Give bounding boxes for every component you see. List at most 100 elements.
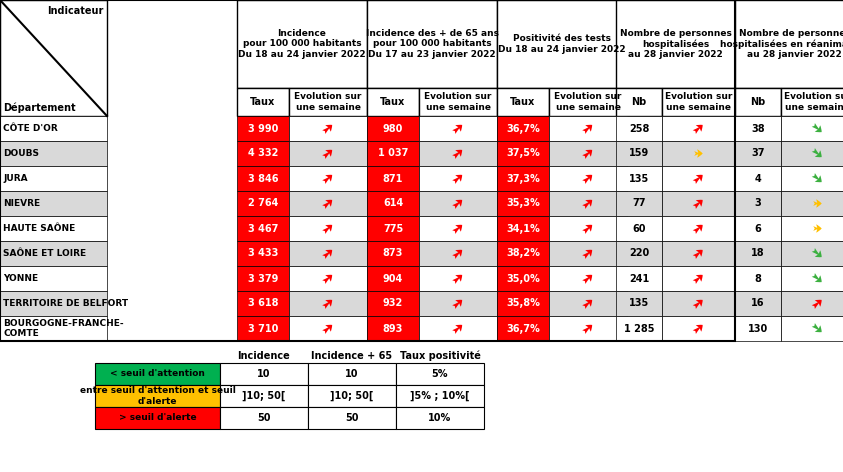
Bar (237, 291, 289, 316)
Bar (289, 291, 367, 316)
Bar (549, 266, 627, 291)
Text: 904: 904 (383, 273, 403, 284)
Text: Incidence: Incidence (238, 351, 290, 361)
Bar (396, 385, 484, 407)
Bar (289, 216, 367, 241)
Text: ]10; 50[: ]10; 50[ (330, 391, 373, 401)
Text: YONNE: YONNE (3, 274, 38, 283)
Text: 50: 50 (257, 413, 271, 423)
Bar (781, 241, 843, 266)
Bar (616, 316, 662, 341)
Bar (549, 116, 627, 141)
Bar (419, 241, 497, 266)
Text: 16: 16 (751, 298, 765, 309)
Bar (237, 316, 289, 341)
Bar (289, 191, 367, 216)
Bar (735, 291, 781, 316)
Text: Nombre de personnes
hospitalisées
au 28 janvier 2022: Nombre de personnes hospitalisées au 28 … (620, 29, 732, 59)
Text: 3 467: 3 467 (248, 224, 278, 234)
Text: Positivité des tests
Du 18 au 24 janvier 2022: Positivité des tests Du 18 au 24 janvier… (498, 34, 626, 54)
Text: 220: 220 (629, 248, 649, 259)
Text: 893: 893 (383, 323, 403, 334)
Text: Nb: Nb (750, 97, 765, 107)
Text: > seuil d'alerte: > seuil d'alerte (119, 413, 196, 422)
Bar (396, 407, 484, 429)
Text: Taux: Taux (250, 97, 276, 107)
Bar (289, 88, 367, 116)
Bar (662, 88, 735, 116)
Bar (497, 241, 549, 266)
Bar (662, 241, 735, 266)
Bar (781, 116, 843, 141)
Text: 3 710: 3 710 (248, 323, 278, 334)
Bar (616, 116, 662, 141)
Text: 3 433: 3 433 (248, 248, 278, 259)
Bar (735, 116, 781, 141)
Text: TERRITOIRE DE BELFORT: TERRITOIRE DE BELFORT (3, 299, 128, 308)
Bar (237, 191, 289, 216)
Text: Département: Département (3, 102, 76, 113)
Text: Incidence des + de 65 ans
pour 100 000 habitants
Du 17 au 23 janvier 2022: Incidence des + de 65 ans pour 100 000 h… (366, 29, 498, 59)
Bar (616, 0, 735, 88)
Bar (735, 141, 781, 166)
Bar (662, 216, 735, 241)
Bar (419, 266, 497, 291)
Bar (781, 216, 843, 241)
Bar (237, 141, 289, 166)
Bar (367, 88, 419, 116)
Bar (220, 385, 308, 407)
Bar (497, 266, 549, 291)
Bar (616, 266, 662, 291)
Text: 1 037: 1 037 (378, 149, 408, 159)
Text: Taux: Taux (380, 97, 405, 107)
Text: SAÔNE ET LOIRE: SAÔNE ET LOIRE (3, 249, 86, 258)
Bar (289, 141, 367, 166)
Bar (662, 291, 735, 316)
Text: Evolution sur
une semaine: Evolution sur une semaine (294, 93, 362, 112)
Text: DOUBS: DOUBS (3, 149, 39, 158)
Bar (419, 116, 497, 141)
Bar (0, 141, 107, 166)
Bar (0, 216, 107, 241)
Text: CÔTE D'OR: CÔTE D'OR (3, 124, 58, 133)
Text: 37,3%: 37,3% (506, 174, 540, 184)
Bar (549, 241, 627, 266)
Bar (419, 88, 497, 116)
Bar (367, 141, 419, 166)
Text: 2 764: 2 764 (248, 199, 278, 209)
Bar (616, 166, 662, 191)
Bar (0, 241, 107, 266)
Bar (497, 216, 549, 241)
Text: 258: 258 (629, 124, 649, 134)
Text: 4: 4 (754, 174, 761, 184)
Bar (781, 291, 843, 316)
Bar (367, 116, 419, 141)
Bar (662, 266, 735, 291)
Bar (95, 363, 220, 385)
Bar (662, 116, 735, 141)
Text: entre seuil d'attention et seuil
d'alerte: entre seuil d'attention et seuil d'alert… (79, 386, 235, 406)
Text: 38,2%: 38,2% (506, 248, 540, 259)
Text: 5%: 5% (432, 369, 448, 379)
Bar (308, 363, 396, 385)
Text: 34,1%: 34,1% (506, 224, 540, 234)
Bar (289, 241, 367, 266)
Bar (0, 116, 107, 141)
Bar (662, 316, 735, 341)
Text: 60: 60 (632, 224, 646, 234)
Bar (220, 407, 308, 429)
Bar (735, 88, 781, 116)
Bar (735, 191, 781, 216)
Text: Incidence
pour 100 000 habitants
Du 18 au 24 janvier 2022: Incidence pour 100 000 habitants Du 18 a… (239, 29, 366, 59)
Text: 50: 50 (346, 413, 359, 423)
Bar (616, 216, 662, 241)
Bar (367, 216, 419, 241)
Bar (781, 166, 843, 191)
Text: 130: 130 (748, 323, 768, 334)
Text: Evolution sur
une semaine: Evolution sur une semaine (555, 93, 621, 112)
Bar (549, 291, 627, 316)
Text: 10: 10 (257, 369, 271, 379)
Text: 932: 932 (383, 298, 403, 309)
Text: 614: 614 (383, 199, 403, 209)
Bar (0, 166, 107, 191)
